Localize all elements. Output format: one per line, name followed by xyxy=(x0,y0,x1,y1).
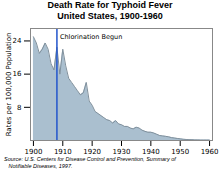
svg-text:1960: 1960 xyxy=(201,148,219,156)
svg-text:1900: 1900 xyxy=(25,148,43,156)
svg-text:Chlorination Begun: Chlorination Begun xyxy=(60,33,122,41)
svg-text:1930: 1930 xyxy=(113,148,131,156)
svg-text:Rates per 100,000 Population: Rates per 100,000 Population xyxy=(5,33,13,137)
svg-text:1950: 1950 xyxy=(171,148,189,156)
svg-text:16: 16 xyxy=(13,70,22,78)
svg-text:1910: 1910 xyxy=(54,148,72,156)
html-text:Source: U.S. Centers for Disea: Source: U.S. Centers for Disease Control… xyxy=(4,156,176,169)
html-text:Death Rate for Typhoid Fever U: Death Rate for Typhoid Fever United Stat… xyxy=(47,0,173,21)
svg-text:8: 8 xyxy=(17,104,21,112)
svg-text:24: 24 xyxy=(13,37,22,45)
svg-text:1940: 1940 xyxy=(142,148,160,156)
svg-text:1920: 1920 xyxy=(83,148,101,156)
